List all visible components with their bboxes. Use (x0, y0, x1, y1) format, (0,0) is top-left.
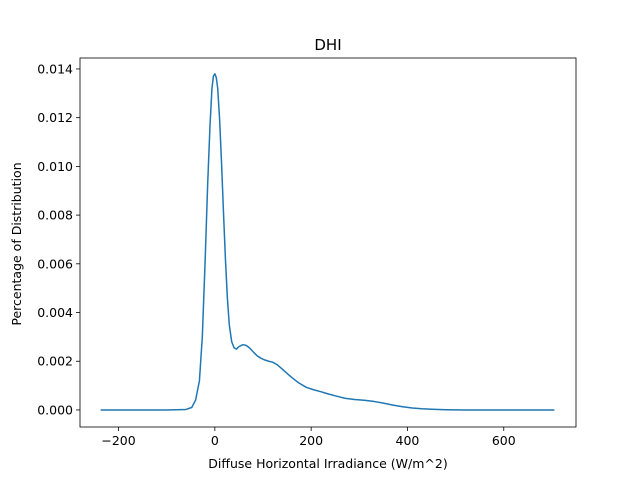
y-tick-label: 0.000 (37, 402, 73, 417)
chart-title: DHI (314, 36, 341, 54)
x-axis-label: Diffuse Horizontal Irradiance (W/m^2) (208, 456, 447, 471)
x-tick-label: 0 (211, 433, 219, 448)
y-tick-label: 0.006 (37, 256, 73, 271)
axes: −200 0 200 400 600 0.000 0.002 0.004 0.006 0.008 0… (37, 57, 577, 448)
y-tick-label: 0.010 (37, 159, 73, 174)
plot-area (100, 73, 555, 411)
x-tick-label: 400 (396, 433, 420, 448)
y-tick-label: 0.014 (37, 61, 73, 76)
series-line-0 (100, 73, 555, 411)
y-tick-label: 0.002 (37, 354, 73, 369)
y-tick-label: 0.008 (37, 208, 73, 223)
x-tick-label: 200 (299, 433, 323, 448)
y-axis-label: Percentage of Distribution (9, 162, 24, 325)
y-tick-label: 0.012 (37, 110, 73, 125)
y-tick-label: 0.004 (37, 305, 73, 320)
x-tick-label: 600 (492, 433, 516, 448)
axes-frame (79, 57, 577, 428)
x-tick-label: −200 (101, 433, 135, 448)
